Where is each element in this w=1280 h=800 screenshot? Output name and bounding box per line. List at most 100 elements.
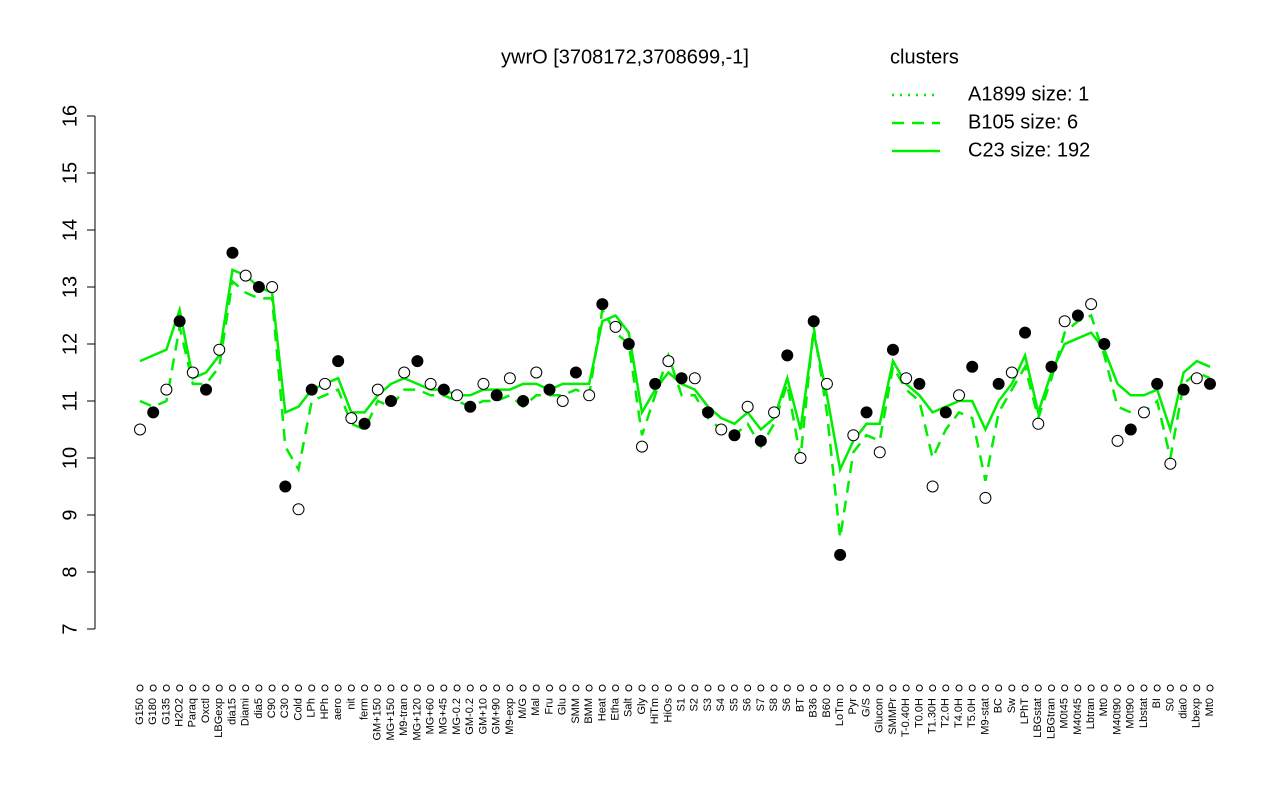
y-tick-label: 16 — [59, 105, 81, 127]
rug-dot — [295, 684, 303, 692]
point — [1085, 298, 1098, 311]
rug-dot — [228, 684, 236, 692]
rug-dot — [796, 684, 804, 692]
point — [147, 406, 160, 419]
point — [332, 355, 345, 368]
point — [358, 417, 371, 430]
x-tick-label: Mt0 — [1204, 698, 1216, 716]
rug-dot — [532, 684, 540, 692]
x-tick-label: Lbexp — [1191, 698, 1203, 728]
x-tick-label: Lbstat — [1138, 698, 1150, 728]
point — [398, 366, 411, 379]
x-tick-label: M0t45 — [1059, 698, 1071, 729]
rug-dot — [929, 684, 937, 692]
x-tick-label: T2.0H — [940, 698, 952, 728]
x-tick-label: S5 — [728, 698, 740, 711]
rug-dot — [598, 684, 606, 692]
rug-dot — [691, 684, 699, 692]
point — [781, 349, 794, 362]
point — [517, 395, 530, 407]
rug-dot — [149, 684, 157, 692]
point — [1164, 457, 1177, 470]
x-tick-label: T0.0H — [913, 698, 925, 728]
rug-dot — [995, 684, 1003, 692]
rug-dot — [889, 684, 897, 692]
x-tick-label: LBGstat — [1032, 698, 1044, 738]
x-tick-label: S6 — [781, 698, 793, 711]
point — [477, 377, 490, 390]
rug-dot — [413, 684, 421, 692]
rug-dot — [1061, 684, 1069, 692]
point — [1204, 377, 1216, 390]
x-tick-label: S8 — [768, 698, 780, 711]
point — [1098, 338, 1111, 350]
rug-dot — [1114, 684, 1122, 692]
x-tick-label: B60 — [821, 698, 833, 718]
point — [886, 343, 899, 356]
rug-dot — [1193, 684, 1201, 692]
x-tick-label: SMMPr — [887, 698, 899, 735]
rug-dot — [1153, 684, 1161, 692]
rug-dot — [783, 684, 791, 692]
rug-dot — [202, 684, 210, 692]
rug-dot — [849, 684, 857, 692]
rug-dot — [493, 684, 501, 692]
x-tick-label: LBGtran — [1045, 698, 1057, 739]
rug-dot — [189, 684, 197, 692]
rug-dot — [942, 684, 950, 692]
y-tick-label: 10 — [59, 447, 81, 469]
point — [226, 246, 239, 259]
legend-label: C23 size: 192 — [968, 139, 1090, 161]
x-tick-label: S3 — [702, 698, 714, 711]
x-tick-label: Fru — [543, 698, 555, 715]
rug-dot — [730, 684, 738, 692]
y-tick-label: 15 — [59, 162, 81, 184]
rug-dot — [757, 684, 765, 692]
rug-dot — [255, 684, 263, 692]
x-tick-label: MG+45 — [438, 698, 450, 734]
rug-dot — [664, 684, 672, 692]
rug-dot — [1008, 684, 1016, 692]
rug-dot — [612, 684, 620, 692]
x-tick-label: G/S — [860, 698, 872, 717]
point — [1124, 423, 1137, 436]
point — [384, 395, 397, 407]
rug-dot — [242, 684, 250, 692]
x-tick-label: S4 — [715, 698, 727, 711]
x-tick-label: ferm — [358, 698, 370, 720]
series-line — [139, 268, 1211, 474]
point — [252, 281, 265, 293]
x-tick-label: Heat — [596, 698, 608, 721]
point — [543, 383, 556, 396]
rug-dot — [268, 684, 276, 692]
rug-dot — [651, 684, 659, 692]
point — [596, 298, 609, 311]
rug-dot — [321, 684, 329, 692]
point — [503, 372, 516, 385]
point — [794, 452, 807, 464]
rug-dot — [1127, 684, 1135, 692]
x-tick-label: BMM — [583, 698, 595, 724]
point — [134, 423, 146, 436]
rug-dot — [308, 684, 316, 692]
x-tick-label: M/G — [517, 698, 529, 719]
point — [1045, 360, 1058, 373]
rug-dot — [915, 684, 923, 692]
x-tick-label: GM+150 — [372, 698, 384, 741]
point — [979, 491, 992, 504]
legend-label: B105 size: 6 — [968, 111, 1078, 133]
rug-dot — [955, 684, 963, 692]
point — [1137, 406, 1150, 419]
rug-dot — [638, 684, 646, 692]
point — [992, 377, 1005, 390]
series-line — [139, 278, 1211, 538]
point — [1111, 434, 1124, 447]
point — [834, 548, 847, 561]
legend-label: A1899 size: 1 — [968, 83, 1089, 105]
x-tick-label: M40t90 — [1111, 698, 1123, 735]
x-tick-label: M40t45 — [1072, 698, 1084, 735]
x-tick-label: GM-0.2 — [464, 698, 476, 735]
rug-dot — [744, 684, 752, 692]
y-tick-label: 8 — [59, 566, 81, 577]
